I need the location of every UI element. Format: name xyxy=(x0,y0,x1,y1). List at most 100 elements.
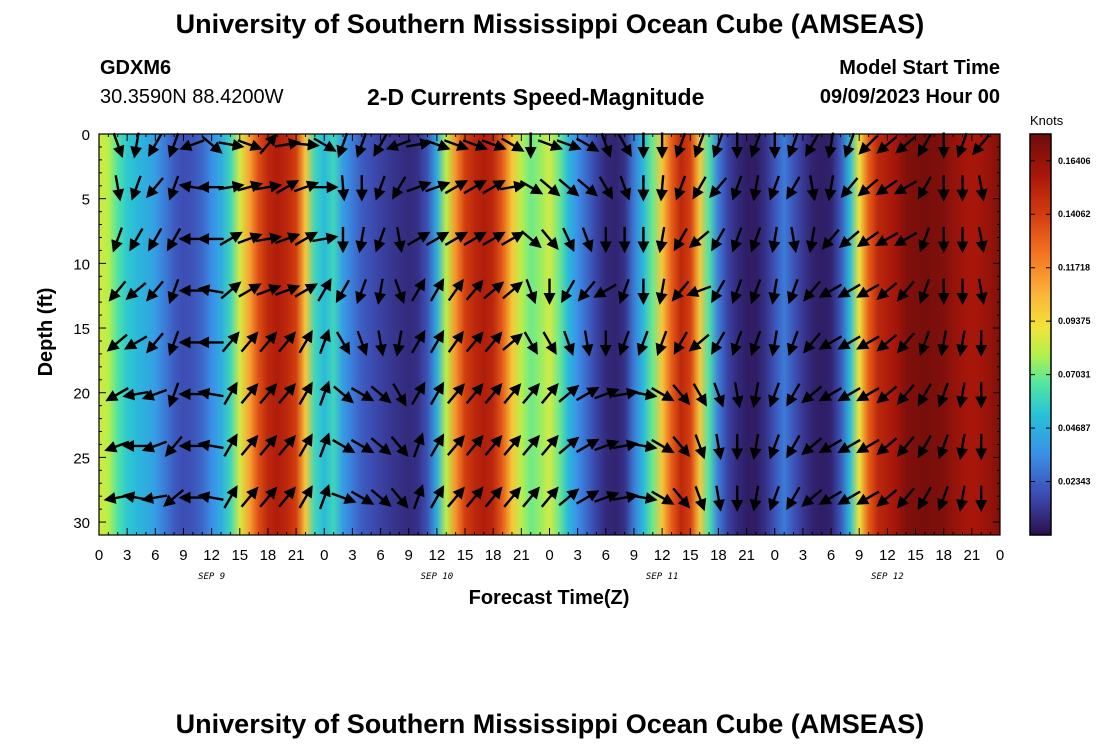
current-vector xyxy=(673,331,688,355)
current-vector xyxy=(788,226,800,254)
current-vector xyxy=(709,177,728,199)
x-tick-label: 9 xyxy=(855,547,863,564)
current-vector xyxy=(731,382,744,409)
x-tick-label: 0 xyxy=(996,547,1004,564)
current-vector xyxy=(429,278,445,302)
current-vector xyxy=(805,226,818,254)
current-vector xyxy=(179,139,205,151)
current-vector xyxy=(221,331,240,353)
current-vector xyxy=(356,330,369,356)
y-tick-label: 20 xyxy=(73,386,90,403)
current-vector xyxy=(598,176,614,200)
current-vector xyxy=(146,280,164,302)
current-vector xyxy=(167,382,180,408)
current-vector xyxy=(786,434,801,459)
current-vector xyxy=(318,432,331,458)
current-vector xyxy=(443,139,470,151)
colorbar-tick-label: 0.04687 xyxy=(1058,423,1091,433)
current-vector xyxy=(711,132,724,158)
current-vector xyxy=(539,178,561,197)
current-vector xyxy=(219,231,243,246)
current-vector xyxy=(956,433,968,461)
current-vector xyxy=(618,278,630,305)
current-vector xyxy=(631,492,658,504)
current-vector xyxy=(237,232,263,245)
current-vector xyxy=(223,381,238,406)
x-tick-label: 15 xyxy=(457,547,474,564)
current-vector xyxy=(594,439,620,452)
current-vector xyxy=(593,283,617,298)
x-tick-label: 15 xyxy=(231,547,248,564)
current-vector xyxy=(655,226,668,254)
current-vector xyxy=(856,438,880,454)
current-vector xyxy=(542,331,557,355)
current-vector xyxy=(298,485,313,509)
current-vector xyxy=(749,433,762,461)
current-vector xyxy=(411,278,426,302)
current-vector xyxy=(385,139,412,151)
current-vector xyxy=(294,283,318,298)
current-vector xyxy=(631,440,658,453)
current-vector xyxy=(237,180,264,193)
current-vector xyxy=(937,330,950,357)
current-vector xyxy=(749,175,762,202)
current-vector xyxy=(481,139,507,151)
current-vector xyxy=(693,132,705,158)
x-tick-label: 18 xyxy=(935,547,952,564)
current-vector xyxy=(483,281,505,300)
current-vector xyxy=(730,278,743,305)
current-vector xyxy=(355,226,368,254)
day-label: SEP 12 xyxy=(871,572,904,582)
current-vector xyxy=(444,179,469,195)
x-tick-label: 9 xyxy=(179,547,187,564)
current-vector xyxy=(786,486,801,511)
current-vector xyxy=(412,432,425,458)
current-vector xyxy=(651,387,675,402)
current-vector xyxy=(130,132,143,159)
station-coordinates: 30.3590N 88.4200W xyxy=(100,86,284,108)
current-vector xyxy=(876,281,898,300)
current-vector xyxy=(824,132,837,159)
current-vector xyxy=(896,435,915,457)
current-vector xyxy=(148,227,163,252)
current-vector xyxy=(563,330,575,356)
current-vector xyxy=(374,278,387,305)
current-vector xyxy=(876,333,898,352)
current-vector xyxy=(278,486,296,508)
current-vector xyxy=(837,438,861,454)
current-vector xyxy=(876,385,898,404)
current-vector xyxy=(201,135,223,154)
x-tick-label: 12 xyxy=(879,547,896,564)
current-vector xyxy=(336,132,349,158)
current-vector xyxy=(688,333,710,352)
current-vector xyxy=(896,332,915,354)
current-vector xyxy=(237,139,263,151)
current-vector xyxy=(857,178,879,197)
main-title: University of Southern Mississippi Ocean… xyxy=(175,9,925,39)
current-vector xyxy=(484,434,503,456)
current-vector xyxy=(278,331,296,353)
current-vector xyxy=(801,385,823,404)
colorbar: 0.02343 0.04687 0.07031 0.09375 0.11718 0.140… xyxy=(1029,133,1091,536)
current-vector xyxy=(843,132,856,158)
current-vector xyxy=(594,387,620,400)
current-vector xyxy=(355,132,368,158)
current-vector xyxy=(240,383,259,405)
current-vector xyxy=(370,437,392,456)
current-vector xyxy=(392,176,407,200)
current-vector xyxy=(278,434,296,456)
current-vector xyxy=(956,382,968,409)
current-vector xyxy=(711,279,726,304)
current-vector xyxy=(255,232,283,245)
current-vector xyxy=(463,180,487,195)
current-vector xyxy=(141,440,168,453)
x-tick-label: 18 xyxy=(260,547,277,564)
current-vector xyxy=(768,226,781,254)
current-vector xyxy=(558,488,580,507)
current-vector xyxy=(768,485,781,512)
current-vector xyxy=(838,230,860,249)
current-vector xyxy=(893,231,918,247)
current-vector xyxy=(749,330,762,356)
x-tick-label: 3 xyxy=(348,547,356,564)
y-tick-label: 10 xyxy=(73,256,90,273)
